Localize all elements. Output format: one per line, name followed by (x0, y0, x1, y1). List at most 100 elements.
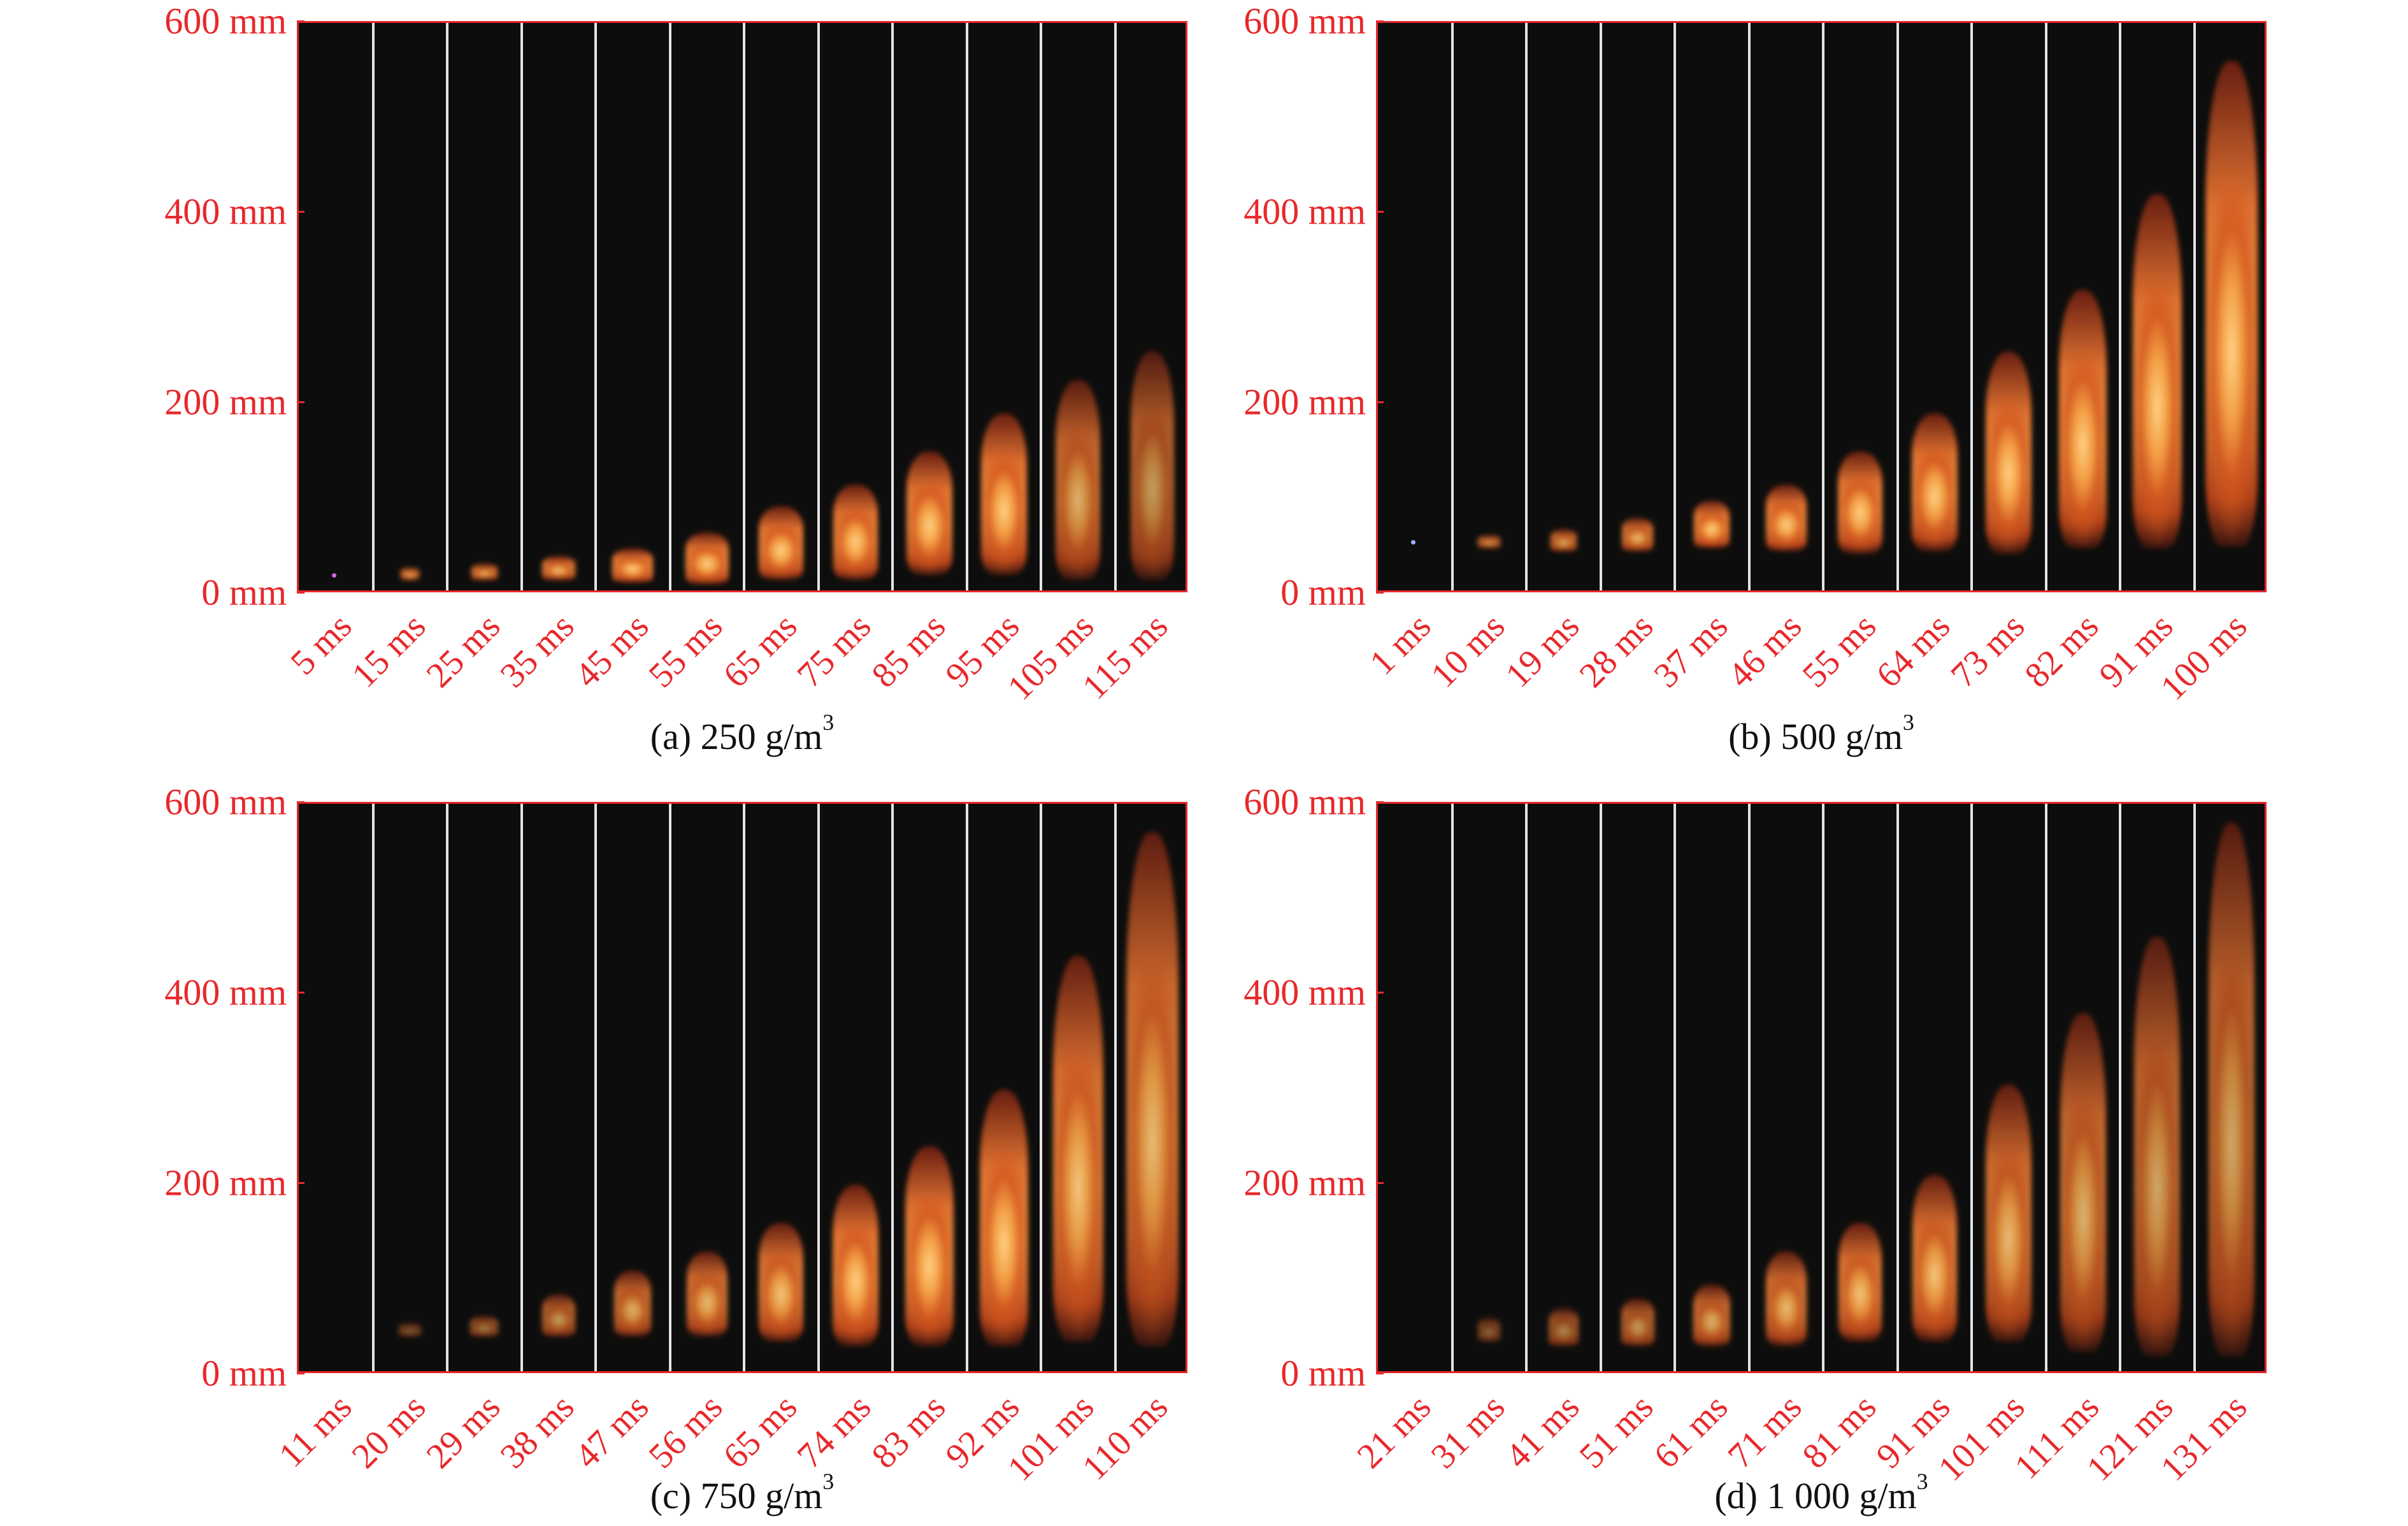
flame-plume (1478, 1318, 1501, 1342)
y-axis-label: 600 mm (164, 0, 287, 42)
frame-separator (1747, 804, 1751, 1371)
time-label: 55 ms (1795, 606, 1884, 695)
y-axis-tick (297, 1182, 305, 1184)
frame-separator (1822, 804, 1824, 1371)
flame-plume (1478, 535, 1501, 549)
time-label: 75 ms (790, 606, 879, 695)
flame-plume (833, 485, 878, 580)
time-label: 10 ms (1424, 606, 1513, 695)
image-panel-b (1376, 21, 2267, 592)
time-label: 81 ms (1795, 1387, 1884, 1476)
y-axis-tick (1376, 211, 1384, 213)
flame-plume (1052, 956, 1103, 1342)
y-axis-tick (297, 401, 305, 403)
flame-plume (612, 548, 654, 583)
frame-separator (1040, 804, 1042, 1371)
frame-separator (2044, 804, 2047, 1371)
time-label: 115 ms (1075, 606, 1176, 707)
flame-plume (1694, 501, 1730, 549)
frame-separator (1673, 23, 1676, 590)
y-axis-label: 0 mm (201, 571, 287, 613)
time-label: 64 ms (1869, 606, 1958, 695)
flame-plume (2060, 1013, 2106, 1351)
caption-superscript: 3 (822, 1469, 835, 1494)
frame-separator (446, 23, 448, 590)
flame-plume (1838, 451, 1883, 555)
frame-separator (1896, 804, 1899, 1371)
frame-separator (1040, 23, 1042, 590)
flame-plume (759, 1222, 804, 1342)
frame-separator (891, 23, 894, 590)
frame-separator (371, 23, 375, 590)
flame-plume (2132, 194, 2182, 549)
time-frame (1452, 23, 1527, 590)
y-axis-tick (297, 801, 305, 803)
frame-separator (594, 23, 597, 590)
flame-plume (1765, 1251, 1807, 1347)
flame-plume (979, 1089, 1028, 1347)
caption-superscript: 3 (822, 710, 835, 735)
time-label: 11 ms (271, 1387, 360, 1476)
flame-plume (1693, 1284, 1731, 1347)
time-label: 110 ms (1075, 1387, 1176, 1488)
frame-separator (817, 23, 820, 590)
frame-separator (743, 804, 745, 1371)
time-label: 55 ms (641, 606, 731, 695)
flame-plume (1056, 380, 1101, 580)
frame-separator (817, 804, 820, 1371)
image-panel-d (1376, 802, 2267, 1373)
image-panel-c (297, 802, 1187, 1373)
time-label: 74 ms (790, 1387, 879, 1476)
flame-plume (1550, 529, 1577, 552)
frame-separator (743, 23, 745, 590)
frame-separator (1114, 23, 1117, 590)
flame-plume (401, 567, 420, 580)
caption-text: (a) 250 g/m (650, 716, 823, 757)
frame-separator (520, 23, 523, 590)
panel-caption: (b) 500 g/m3 (1728, 711, 1914, 758)
time-label: 21 ms (1349, 1387, 1439, 1476)
y-axis-tick (1376, 1373, 1384, 1374)
y-axis-label: 200 mm (1243, 1162, 1366, 1204)
time-label: 101 ms (1000, 1387, 1102, 1489)
frame-separator (371, 804, 375, 1371)
frame-separator (1673, 804, 1676, 1371)
flame-plume (907, 451, 953, 576)
flame-plume (759, 506, 804, 580)
time-frame (522, 804, 596, 1371)
y-axis-label: 600 mm (164, 781, 287, 823)
time-label: 105 ms (1000, 606, 1102, 708)
frame-separator (1970, 804, 1973, 1371)
flame-plume (541, 556, 575, 580)
frame-separator (668, 804, 671, 1371)
frame-separator (2119, 804, 2121, 1371)
time-label: 35 ms (493, 606, 582, 695)
flame-plume (1986, 351, 2032, 555)
time-label: 47 ms (567, 1387, 657, 1476)
flame-plume (2134, 937, 2181, 1357)
frame-separator (1451, 23, 1454, 590)
time-label: 65 ms (715, 606, 805, 695)
frame-separator (1970, 23, 1973, 590)
caption-superscript: 3 (1916, 1469, 1928, 1494)
frame-separator (1599, 804, 1602, 1371)
flame-plume (832, 1185, 878, 1347)
y-axis-tick (1376, 592, 1384, 594)
flame-plume (1911, 413, 1958, 552)
caption-text: (c) 750 g/m (650, 1475, 823, 1516)
y-axis-label: 400 mm (164, 971, 287, 1013)
y-axis-label: 0 mm (201, 1352, 287, 1394)
y-axis-label: 200 mm (1243, 381, 1366, 423)
caption-text: (d) 1 000 g/m (1714, 1475, 1917, 1516)
y-axis-tick (1376, 20, 1384, 22)
time-label: 65 ms (715, 1387, 805, 1476)
flame-plume (1838, 1222, 1882, 1342)
time-frame (1526, 23, 1601, 590)
frame-separator (1525, 804, 1528, 1371)
time-label: 83 ms (864, 1387, 954, 1476)
time-label: 29 ms (419, 1387, 508, 1476)
flame-plume (1622, 518, 1654, 552)
flame-plume (2205, 61, 2258, 547)
flame-plume (541, 1294, 575, 1337)
time-frame (1601, 23, 1675, 590)
